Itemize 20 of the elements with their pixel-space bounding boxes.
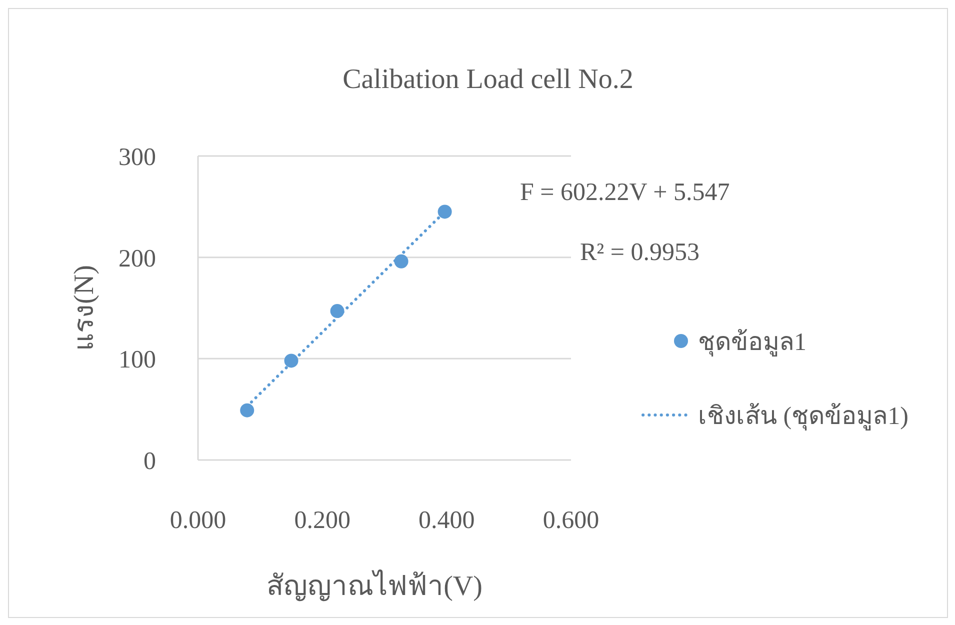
legend-label: ชุดข้อมูล1 <box>698 329 806 357</box>
point <box>394 254 408 268</box>
y-axis-title: แรง(N) <box>69 265 100 351</box>
y-tick-label: 0 <box>144 448 156 475</box>
point <box>438 204 452 219</box>
annotation: F = 602.22V + 5.547 <box>520 179 730 206</box>
y-tick-label: 200 <box>118 245 156 272</box>
x-tick-label: 0.200 <box>294 507 350 534</box>
y-tick-label: 300 <box>118 144 156 171</box>
x-tick-label: 0.600 <box>542 507 600 534</box>
point <box>240 403 254 418</box>
text: R² = 0.9953 <box>580 239 700 266</box>
x-tick-label: 0.400 <box>418 507 475 534</box>
x-tick-label: 0.000 <box>170 507 226 534</box>
chart-title: Calibation Load cell No.2 <box>342 64 634 95</box>
legend-label: เชิงเส้น (ชุดข้อมูล1) <box>698 403 908 431</box>
x-axis-title: สัญญาณไฟฟ้า(V) <box>266 570 482 602</box>
point <box>284 354 298 368</box>
y-tick-label: 100 <box>118 346 156 374</box>
point <box>330 304 344 318</box>
